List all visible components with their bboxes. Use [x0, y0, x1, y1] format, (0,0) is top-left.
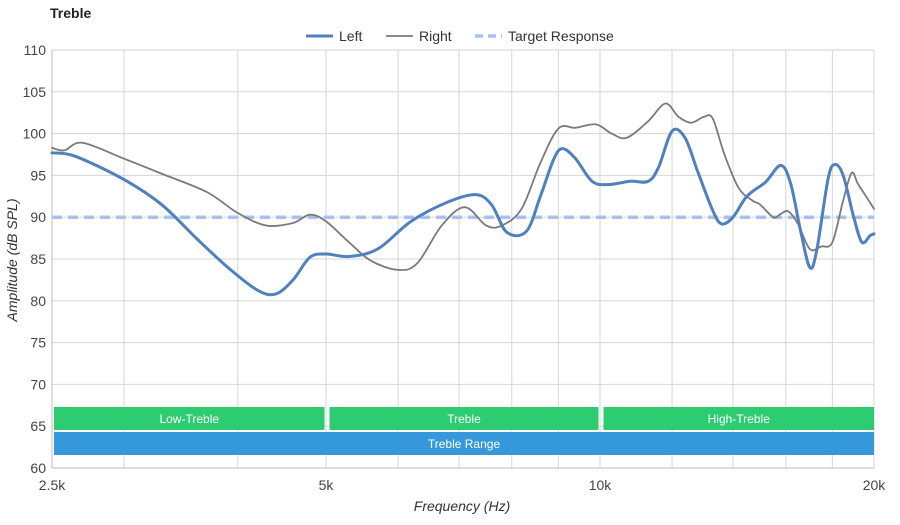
band-label: Low-Treble — [159, 412, 219, 426]
x-tick-label: 20k — [863, 477, 887, 493]
band-label: Treble Range — [428, 437, 501, 451]
legend-label-left: Left — [339, 28, 362, 44]
band-rect — [603, 407, 874, 430]
band-layer: Low-Treble Treble High-Treble Treble Range — [54, 407, 874, 455]
legend-label-target-response: Target Response — [508, 28, 614, 44]
legend-label-right: Right — [419, 28, 452, 44]
series-layer — [50, 102, 876, 297]
grid-layer — [51, 49, 875, 469]
y-tick-label: 75 — [30, 335, 46, 351]
band-rect — [329, 407, 599, 430]
y-tick-label: 80 — [30, 293, 46, 309]
y-tick-label: 95 — [30, 167, 46, 183]
band-label: Treble — [447, 412, 481, 426]
y-tick-label: 105 — [23, 84, 47, 100]
series-line-right — [51, 102, 875, 271]
y-tick-label: 90 — [30, 209, 46, 225]
x-tick-label: 10k — [589, 477, 613, 493]
band-rect — [54, 432, 874, 455]
y-tick-label: 100 — [23, 126, 47, 142]
legend-layer[interactable]: Left Right Target Response — [306, 28, 614, 44]
x-axis-label: Frequency (Hz) — [414, 498, 510, 514]
axis-layer: 60 65 70 75 80 85 90 95 100 105 110 2.5k 5k 10k 20k — [23, 42, 887, 493]
y-axis-label: Amplitude (dB SPL) — [4, 199, 20, 323]
chart-title: Treble — [50, 5, 92, 21]
y-tick-label: 70 — [30, 376, 46, 392]
band-rect — [54, 407, 325, 430]
y-tick-label: 60 — [30, 460, 46, 476]
x-tick-label: 2.5k — [39, 477, 66, 493]
y-tick-label: 85 — [30, 251, 46, 267]
y-tick-label: 110 — [24, 42, 47, 58]
band-label: High-Treble — [708, 412, 771, 426]
series-line-left — [50, 127, 876, 297]
x-tick-label: 5k — [319, 477, 335, 493]
y-tick-label: 65 — [30, 418, 46, 434]
